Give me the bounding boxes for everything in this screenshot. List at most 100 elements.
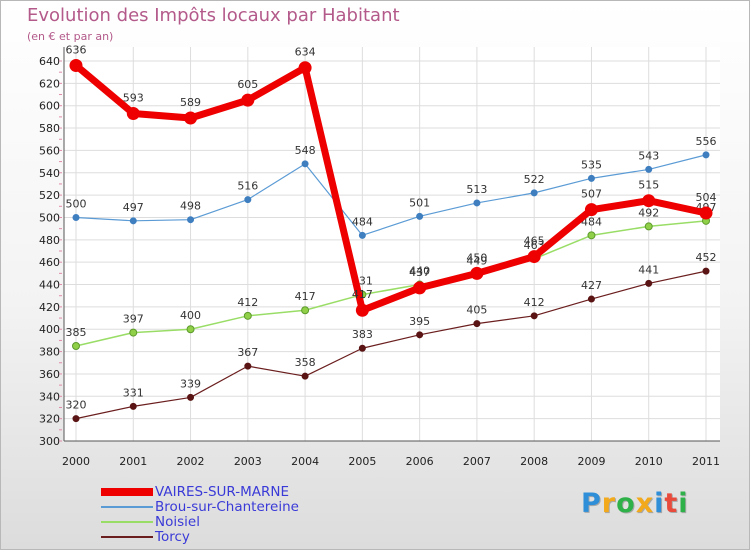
data-point-brou-sur-chantereine [587,174,595,182]
data-point-brou-sur-chantereine [416,212,424,220]
series-line-brou-sur-chantereine [75,154,707,236]
data-label-brou-sur-chantereine: 556 [696,135,717,148]
data-point-torcy [301,372,309,380]
data-point-torcy [473,320,481,328]
series-line-vaires-sur-marne [73,62,707,314]
data-label-vaires-sur-marne: 593 [123,92,144,105]
data-point-noisiel [243,311,252,320]
data-label-brou-sur-chantereine: 535 [581,158,602,171]
y-tick-label: 340 [39,390,60,403]
data-point-brou-sur-chantereine [187,216,195,224]
data-label-vaires-sur-marne: 507 [581,188,602,201]
data-label-torcy: 358 [295,356,316,369]
data-label-torcy: 331 [123,386,144,399]
data-label-noisiel: 397 [123,313,144,326]
data-label-brou-sur-chantereine: 497 [123,201,144,214]
data-label-vaires-sur-marne: 504 [696,191,717,204]
legend-item: Brou-sur-Chantereine [101,499,341,515]
y-tick-label: 480 [39,234,60,247]
legend-swatch [101,535,153,539]
data-label-torcy: 452 [696,251,717,264]
data-point-vaires-sur-marne [126,107,140,121]
data-label-noisiel: 440 [409,265,430,278]
data-point-vaires-sur-marne [184,111,198,125]
legend-label: Noisiel [155,514,200,530]
x-tick-label: 2002 [177,455,205,468]
data-label-noisiel: 449 [466,254,487,267]
series-line-torcy [75,270,707,420]
data-label-vaires-sur-marne: 450 [466,251,487,264]
data-label-brou-sur-chantereine: 501 [409,196,430,209]
y-tick-label: 440 [39,279,60,292]
data-point-brou-sur-chantereine [702,151,710,159]
data-label-vaires-sur-marne: 465 [524,235,545,248]
data-point-vaires-sur-marne [642,194,656,208]
data-point-torcy [129,402,137,410]
y-tick-label: 380 [39,346,60,359]
legend-swatch [101,520,153,524]
logo-letter: r [601,488,617,519]
data-point-vaires-sur-marne [470,266,484,280]
series-line-noisiel [75,220,707,347]
legend-label: VAIRES-SUR-MARNE [155,484,289,500]
data-label-vaires-sur-marne: 417 [352,288,373,301]
data-point-noisiel [644,222,653,231]
y-tick-label: 580 [39,122,60,135]
data-label-brou-sur-chantereine: 516 [237,180,258,193]
data-point-vaires-sur-marne [298,61,312,75]
data-label-brou-sur-chantereine: 513 [466,183,487,196]
data-point-torcy [416,331,424,339]
data-label-torcy: 441 [638,263,659,276]
x-tick-label: 2000 [62,455,90,468]
data-point-vaires-sur-marne [584,203,598,217]
proxiti-logo: Proxiti [581,488,689,519]
data-point-brou-sur-chantereine [72,213,80,221]
data-label-vaires-sur-marne: 636 [66,43,87,56]
y-tick-label: 520 [39,189,60,202]
data-point-torcy [587,295,595,303]
data-point-brou-sur-chantereine [301,160,309,168]
x-tick-label: 2001 [119,455,147,468]
logo-letter: i [654,488,665,519]
data-point-torcy [645,279,653,287]
data-label-noisiel: 400 [180,309,201,322]
x-tick-label: 2010 [635,455,663,468]
x-tick-label: 2008 [520,455,548,468]
data-point-vaires-sur-marne [69,58,83,72]
data-label-torcy: 320 [66,399,87,412]
legend-label: Brou-sur-Chantereine [155,499,299,515]
legend-swatch [101,505,153,509]
data-point-torcy [187,393,195,401]
legend: VAIRES-SUR-MARNE Brou-sur-Chantereine Nois… [101,484,341,545]
x-tick-label: 2004 [291,455,319,468]
legend-item: Torcy [101,529,341,545]
data-label-vaires-sur-marne: 634 [295,46,316,59]
y-tick-label: 560 [39,144,60,157]
data-point-brou-sur-chantereine [645,165,653,173]
logo-letter: P [581,488,602,519]
data-label-brou-sur-chantereine: 484 [352,215,373,228]
data-label-torcy: 395 [409,315,430,328]
logo-letter: t [664,488,679,519]
y-tick-label: 540 [39,167,60,180]
data-point-vaires-sur-marne [413,281,427,295]
data-label-noisiel: 385 [66,326,87,339]
data-point-torcy [358,344,366,352]
y-tick-label: 500 [39,211,60,224]
data-point-brou-sur-chantereine [244,196,252,204]
y-tick-label: 360 [39,368,60,381]
data-label-torcy: 427 [581,279,602,292]
data-point-vaires-sur-marne [241,93,255,107]
data-label-brou-sur-chantereine: 500 [66,197,87,210]
y-tick-label: 460 [39,256,60,269]
data-label-noisiel: 492 [638,206,659,219]
y-tick-label: 420 [39,301,60,314]
y-tick-label: 620 [39,77,60,90]
data-point-torcy [244,362,252,370]
x-tick-label: 2006 [406,455,434,468]
data-point-noisiel [129,328,138,337]
data-point-noisiel [587,231,596,240]
data-point-brou-sur-chantereine [129,217,137,225]
